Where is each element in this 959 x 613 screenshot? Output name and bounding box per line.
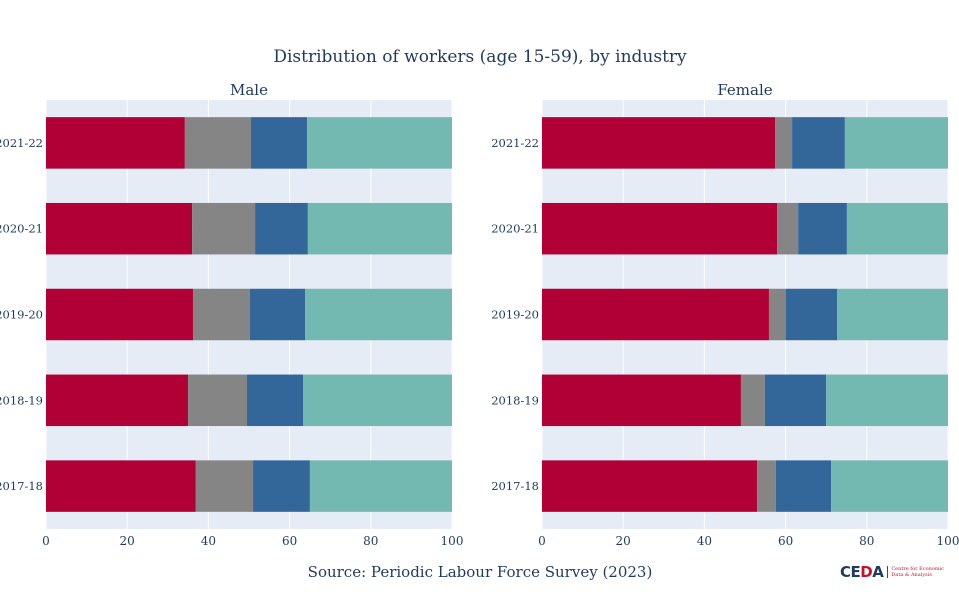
- bar-segment: [542, 374, 741, 427]
- bar-segment: [46, 288, 193, 341]
- y-tick-label: 2019-20: [0, 308, 43, 322]
- x-tick-label: 20: [616, 534, 631, 548]
- ceda-logo: CEDA Centre for Economic Data & Analysis: [840, 563, 944, 581]
- bar-segment: [307, 117, 452, 169]
- bar-segment: [307, 202, 452, 255]
- y-tick-label: 2018-19: [491, 393, 539, 407]
- y-tick-label: 2020-21: [0, 222, 43, 236]
- x-tick-label: 60: [778, 534, 793, 548]
- source-note: Source: Periodic Labour Force Survey (20…: [308, 563, 653, 581]
- bar-segment: [542, 460, 758, 512]
- bar-segment: [302, 374, 452, 427]
- panel-title: Female: [717, 81, 772, 99]
- y-tick-label: 2017-18: [491, 479, 539, 493]
- bar-segment: [826, 374, 948, 427]
- x-tick-label: 0: [538, 534, 546, 548]
- bar-segment: [844, 117, 948, 169]
- bar-segment: [757, 460, 776, 512]
- x-tick-label: 80: [363, 534, 378, 548]
- x-tick-label: 20: [120, 534, 135, 548]
- y-tick-label: 2018-19: [0, 393, 43, 407]
- bar-segment: [249, 288, 306, 341]
- bar-segment: [188, 374, 247, 427]
- bar-segment: [251, 117, 308, 169]
- bar-segment: [786, 288, 838, 341]
- bar-segment: [837, 288, 948, 341]
- x-tick-label: 60: [282, 534, 297, 548]
- panel-male: 0 20 40 60 80 100 2017-18 2018-19 2019-20 2020-21…: [0, 81, 463, 548]
- bar-segment: [46, 374, 189, 427]
- bar-segment: [542, 117, 776, 169]
- y-tick-label: 2017-18: [0, 479, 43, 493]
- bar-segment: [775, 117, 793, 169]
- x-tick-label: 80: [859, 534, 874, 548]
- x-tick-label: 40: [201, 534, 216, 548]
- y-tick-label: 2021-22: [491, 136, 539, 150]
- bar-segment: [255, 202, 308, 255]
- bar-segment: [764, 374, 827, 427]
- x-tick-label: 0: [42, 534, 50, 548]
- bar-segment: [309, 460, 452, 512]
- chart-title: Distribution of workers (age 15-59), by …: [273, 47, 687, 67]
- bar-segment: [195, 460, 254, 512]
- y-tick-label: 2021-22: [0, 136, 43, 150]
- x-tick-label: 100: [937, 534, 959, 548]
- bar-segment: [253, 460, 310, 512]
- bar-segment: [305, 288, 452, 341]
- bar-segment: [775, 460, 832, 512]
- bar-segment: [831, 460, 948, 512]
- x-tick-label: 100: [441, 534, 464, 548]
- bar-segment: [542, 288, 769, 341]
- y-tick-label: 2020-21: [491, 222, 539, 236]
- bar-segment: [46, 460, 196, 512]
- panel-female: 0 20 40 60 80 100 2017-18 2018-19 2019-20 2020-21…: [491, 81, 959, 548]
- panel-title: Male: [230, 81, 268, 99]
- y-tick-label: 2019-20: [491, 308, 539, 322]
- bar-segment: [798, 202, 847, 255]
- bar-segment: [46, 202, 193, 255]
- bar-segment: [192, 202, 256, 255]
- bar-segment: [777, 202, 799, 255]
- bar-segment: [192, 288, 250, 341]
- bar-segment: [740, 374, 765, 427]
- bar-segment: [768, 288, 787, 341]
- bar-segment: [246, 374, 303, 427]
- bar-segment: [184, 117, 252, 169]
- bar-segment: [46, 117, 185, 169]
- bar-segment: [792, 117, 845, 169]
- bar-segment: [846, 202, 948, 255]
- bar-segment: [542, 202, 778, 255]
- x-tick-label: 40: [697, 534, 712, 548]
